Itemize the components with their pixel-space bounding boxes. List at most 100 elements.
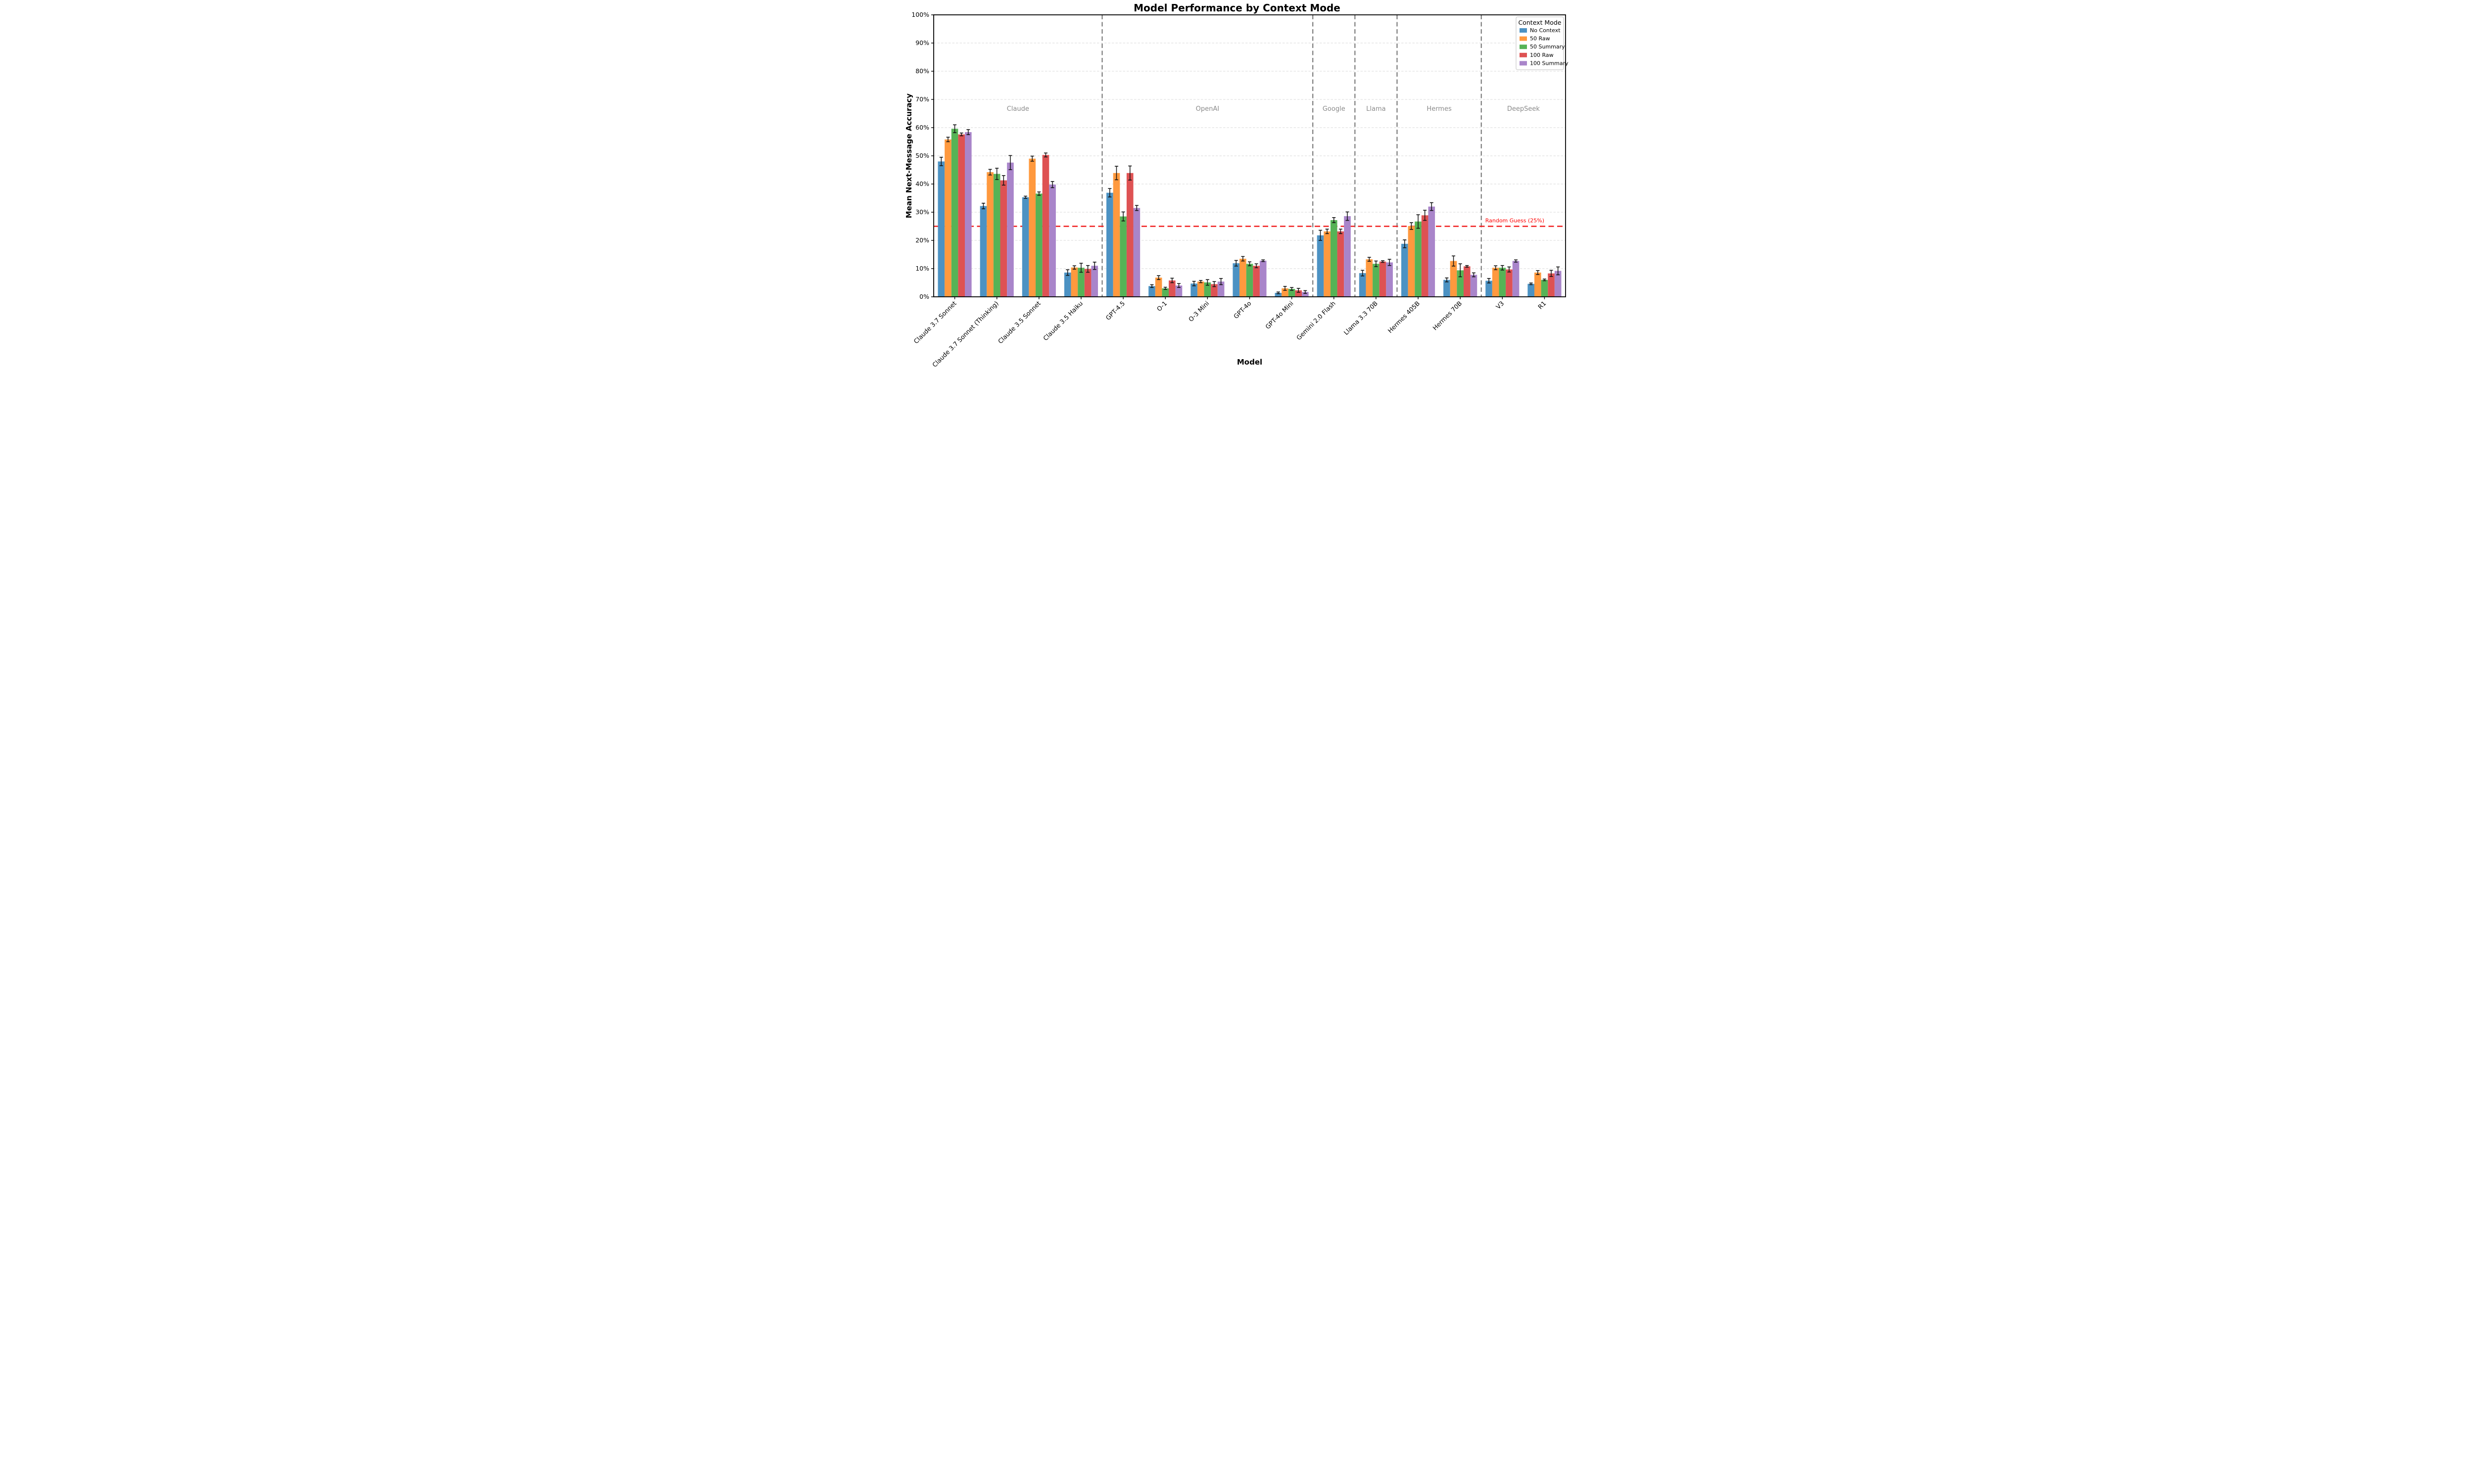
bar [1169,280,1176,297]
bar [1421,215,1428,297]
x-tick-label: R1 [1536,300,1547,311]
reference-line-label: Random Guess (25%) [1485,218,1544,224]
legend-swatch [1520,45,1527,49]
legend-swatch [1520,61,1527,66]
legend-label: 100 Raw [1530,52,1554,58]
x-tick-label: GPT-4o [1232,300,1253,321]
bar [1506,269,1513,297]
bar [958,134,965,297]
bar [1233,263,1240,297]
bar [1450,261,1457,297]
provider-group-label: OpenAI [1196,105,1219,113]
bar [1259,261,1267,297]
bar [1029,158,1036,297]
bar [1197,281,1204,297]
bar [1246,264,1253,297]
x-tick-label: Llama 3.3 70B [1342,300,1379,336]
x-tick-label: GPT-4.5 [1104,300,1127,322]
y-tick-label: 20% [915,236,929,244]
y-tick-label: 50% [915,152,929,159]
bar [1084,269,1092,297]
bar [1359,273,1366,297]
bar [938,161,945,297]
bar [1162,288,1169,297]
bar [1175,285,1183,297]
bar [1386,262,1393,297]
provider-group-label: Llama [1366,105,1385,113]
legend-item: 100 Summary [1520,60,1569,66]
bar [1022,197,1029,297]
bar [1049,185,1056,297]
bar [1317,235,1324,297]
y-tick-label: 80% [915,67,929,75]
y-tick-label: 10% [915,265,929,272]
y-tick-label: 60% [915,124,929,131]
bar [1036,193,1043,297]
provider-group-label: Hermes [1427,105,1452,113]
y-tick-label: 100% [911,11,929,18]
bar [1288,289,1295,297]
legend-label: 50 Raw [1530,36,1550,42]
bar [1071,267,1078,297]
x-tick-label: O-1 [1155,300,1169,313]
legend-title: Context Mode [1519,19,1562,26]
bar [1120,216,1127,297]
bar [1190,283,1197,297]
x-tick-label: Claude 3.7 Sonnet (Thinking) [931,300,1000,369]
x-axis-title: Model [1237,358,1262,367]
bar [1548,273,1555,297]
legend-item: 50 Summary [1520,44,1565,50]
figure: Model Performance by Context Mode Claude… [903,0,1571,371]
bar [1113,173,1120,297]
y-tick-label: 30% [915,208,929,216]
bar [1042,155,1049,297]
bar [1148,286,1155,297]
y-axis-title: Mean Next-Message Accuracy [904,93,913,219]
bar [1239,259,1246,297]
bar [1463,266,1471,297]
x-tick-label: Claude 3.7 Sonnet [912,299,958,345]
bar [1204,282,1211,297]
bar [1373,264,1380,297]
legend-label: No Context [1530,27,1561,34]
bar [1091,266,1098,297]
bar [1126,173,1134,297]
legend-swatch [1520,36,1527,41]
bar [1366,259,1373,297]
bar [1007,162,1014,297]
x-tick-label: Hermes 70B [1431,300,1463,332]
y-tick-label: 0% [919,293,929,300]
bar [1133,208,1141,297]
x-tick-label: GPT-4o Mini [1264,300,1295,331]
bar [1512,261,1520,297]
x-tick-label: O-3 Mini [1187,300,1211,324]
x-tick-label: Claude 3.5 Haiku [1042,300,1084,342]
bar [1492,268,1499,297]
provider-group-label: Claude [1007,105,1029,113]
bar [1253,266,1260,297]
bar [993,174,1000,297]
bar [1275,293,1282,297]
y-tick-label: 70% [915,95,929,103]
legend-label: 100 Summary [1530,60,1569,66]
bar [1064,272,1071,297]
x-tick-label: Hermes 405B [1386,300,1422,335]
bar [1499,268,1506,297]
x-tick-label: Claude 3.5 Sonnet [997,299,1042,345]
bar [1217,281,1225,297]
bar [1541,279,1548,297]
bar [1379,261,1386,297]
chart-title: Model Performance by Context Mode [1134,2,1340,14]
bar [1443,279,1450,297]
x-tick-label: Gemini 2.0 Flash [1295,300,1337,342]
bar [1155,278,1162,297]
bar [1485,280,1492,297]
bar [964,132,972,297]
y-tick-label: 40% [915,180,929,187]
legend-swatch [1520,28,1527,33]
y-tick-label: 90% [915,39,929,46]
bar [1470,275,1477,297]
provider-group-label: DeepSeek [1507,105,1540,113]
bar [1078,268,1085,297]
bar [1000,180,1007,297]
